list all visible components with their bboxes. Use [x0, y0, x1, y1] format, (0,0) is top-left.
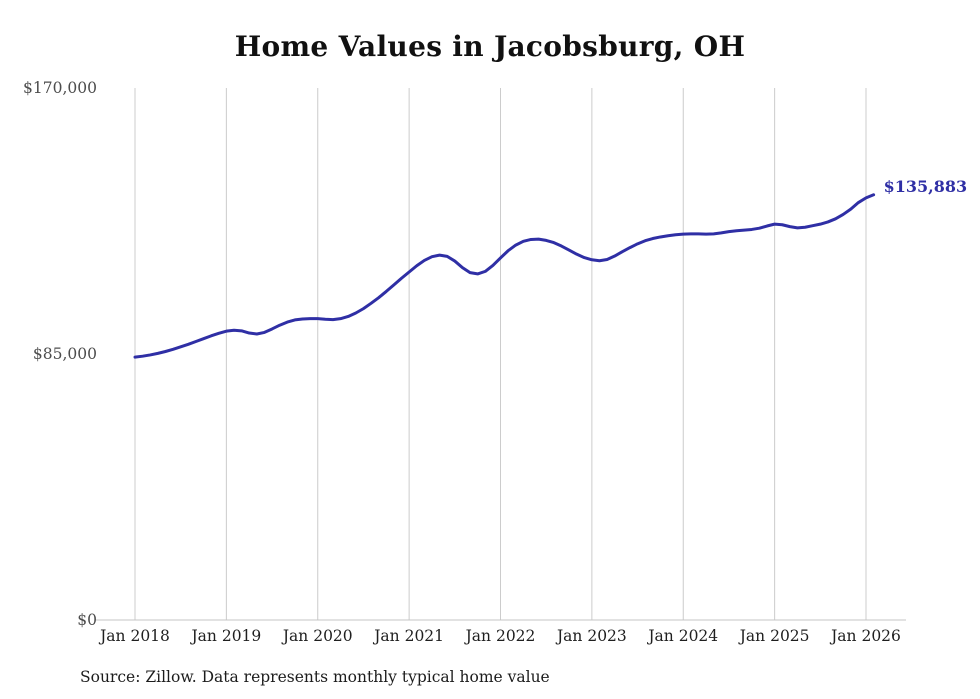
x-tick-label: Jan 2018 [98, 627, 170, 645]
x-tick-label: Jan 2024 [646, 627, 718, 645]
x-tick-label: Jan 2020 [281, 627, 353, 645]
y-tick-label: $170,000 [23, 79, 97, 97]
y-tick-label: $0 [77, 611, 97, 629]
y-tick-label: $85,000 [33, 345, 97, 363]
x-tick-label: Jan 2023 [555, 627, 627, 645]
x-tick-label: Jan 2021 [372, 627, 444, 645]
chart-title: Home Values in Jacobsburg, OH [234, 30, 746, 63]
x-tick-label: Jan 2019 [189, 627, 261, 645]
value-line [133, 193, 876, 359]
source-note: Source: Zillow. Data represents monthly … [80, 668, 550, 686]
latest-value-label: $135,883 [884, 177, 968, 196]
x-tick-label: Jan 2022 [464, 627, 536, 645]
x-tick-label: Jan 2025 [738, 627, 810, 645]
x-tick-label: Jan 2026 [829, 627, 901, 645]
